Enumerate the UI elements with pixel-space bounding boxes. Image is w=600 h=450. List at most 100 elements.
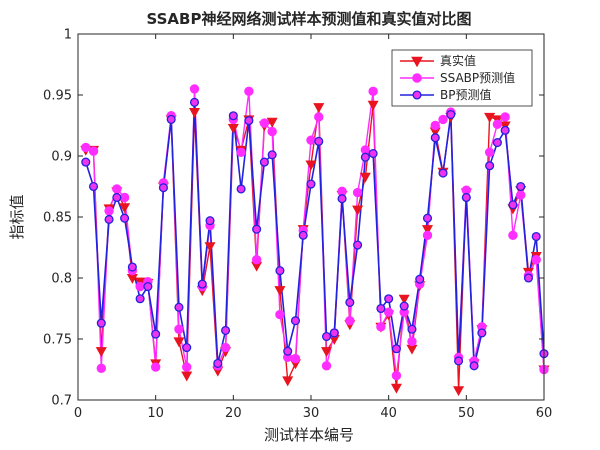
legend: 真实值 SSABP预测值 BP预测值 bbox=[391, 49, 533, 107]
data-point bbox=[290, 353, 301, 364]
data-point bbox=[446, 109, 456, 120]
data-point bbox=[112, 192, 122, 203]
data-point bbox=[189, 97, 200, 107]
data-point bbox=[244, 116, 254, 126]
data-point bbox=[135, 281, 145, 292]
legend-label: BP预测值 bbox=[440, 87, 491, 102]
data-point bbox=[306, 135, 316, 145]
data-point bbox=[150, 362, 161, 372]
x-tick-label: 10 bbox=[147, 406, 164, 421]
legend-marker bbox=[412, 90, 422, 100]
data-point bbox=[151, 329, 161, 339]
data-point bbox=[266, 117, 278, 128]
data-point bbox=[469, 361, 479, 371]
y-tick-label: 1 bbox=[64, 28, 72, 43]
data-point bbox=[376, 303, 386, 314]
data-point bbox=[399, 301, 409, 311]
data-point bbox=[259, 157, 269, 167]
data-point bbox=[398, 294, 410, 305]
data-point bbox=[182, 362, 192, 372]
data-point bbox=[461, 192, 471, 203]
y-axis-title: 指标值 bbox=[8, 194, 26, 239]
data-point bbox=[181, 371, 193, 382]
data-point bbox=[251, 255, 262, 265]
data-point bbox=[345, 316, 355, 326]
data-point bbox=[88, 181, 99, 192]
data-point bbox=[174, 324, 184, 334]
data-point bbox=[314, 136, 324, 146]
data-point bbox=[484, 147, 495, 158]
data-point bbox=[290, 316, 301, 326]
chart-title: SSABP神经网络测试样本预测值和真实值对比图 bbox=[147, 10, 472, 28]
data-point bbox=[531, 255, 541, 265]
data-point bbox=[359, 172, 371, 183]
data-point bbox=[188, 108, 201, 118]
watermark: 知乎 @小生 bbox=[485, 415, 559, 432]
data-point bbox=[274, 286, 286, 297]
data-point bbox=[197, 279, 207, 289]
y-tick-label: 0.95 bbox=[43, 89, 72, 104]
data-point bbox=[500, 112, 510, 122]
data-point bbox=[430, 133, 440, 143]
data-point bbox=[383, 307, 394, 317]
data-point bbox=[516, 181, 526, 192]
data-point bbox=[119, 203, 131, 214]
data-point bbox=[220, 342, 231, 353]
data-point bbox=[415, 274, 425, 284]
data-point bbox=[205, 216, 215, 226]
y-tick-label: 0.75 bbox=[43, 333, 72, 348]
data-point bbox=[96, 363, 107, 373]
data-point bbox=[337, 194, 347, 204]
data-point bbox=[390, 383, 402, 394]
data-point bbox=[314, 112, 324, 122]
data-point bbox=[135, 294, 145, 304]
data-point bbox=[104, 206, 114, 216]
data-point bbox=[267, 150, 277, 160]
legend-marker bbox=[412, 73, 422, 83]
data-point bbox=[523, 273, 534, 283]
data-point bbox=[368, 86, 378, 97]
x-tick-label: 0 bbox=[74, 406, 82, 421]
legend-entry-1: SSABP预测值 bbox=[400, 70, 515, 85]
data-point bbox=[329, 328, 339, 338]
legend-entry-2: BP预测值 bbox=[400, 87, 491, 102]
data-point bbox=[158, 183, 168, 193]
data-point bbox=[236, 147, 246, 158]
data-point bbox=[166, 114, 176, 124]
data-point bbox=[508, 230, 518, 241]
data-point bbox=[368, 149, 378, 159]
data-point bbox=[321, 347, 333, 358]
data-point bbox=[143, 281, 153, 292]
data-point bbox=[516, 190, 526, 200]
data-point bbox=[391, 344, 401, 354]
data-point bbox=[376, 322, 386, 332]
data-point bbox=[275, 309, 285, 320]
data-point bbox=[283, 346, 293, 356]
data-point bbox=[252, 224, 262, 234]
x-tick-label: 20 bbox=[225, 406, 242, 421]
data-point bbox=[182, 342, 192, 353]
data-point bbox=[438, 114, 448, 125]
data-point bbox=[384, 294, 394, 304]
data-point bbox=[174, 302, 184, 312]
data-point bbox=[282, 376, 294, 387]
data-point bbox=[422, 213, 433, 223]
data-point bbox=[244, 86, 254, 97]
data-point bbox=[367, 100, 379, 111]
data-point bbox=[275, 266, 285, 276]
data-point bbox=[204, 242, 216, 253]
data-point bbox=[345, 297, 355, 307]
x-tick-label: 50 bbox=[458, 406, 475, 421]
legend-label: SSABP预测值 bbox=[440, 70, 515, 85]
y-tick-label: 0.8 bbox=[51, 272, 72, 287]
x-tick-label: 60 bbox=[536, 406, 553, 421]
y-tick-label: 0.85 bbox=[43, 211, 72, 226]
x-tick-label: 40 bbox=[380, 406, 397, 421]
data-point bbox=[120, 213, 130, 223]
data-point bbox=[228, 111, 238, 121]
series-markers-0 bbox=[80, 100, 550, 397]
data-point bbox=[313, 103, 325, 114]
data-point bbox=[259, 118, 270, 128]
y-tick-label: 0.9 bbox=[51, 150, 72, 165]
